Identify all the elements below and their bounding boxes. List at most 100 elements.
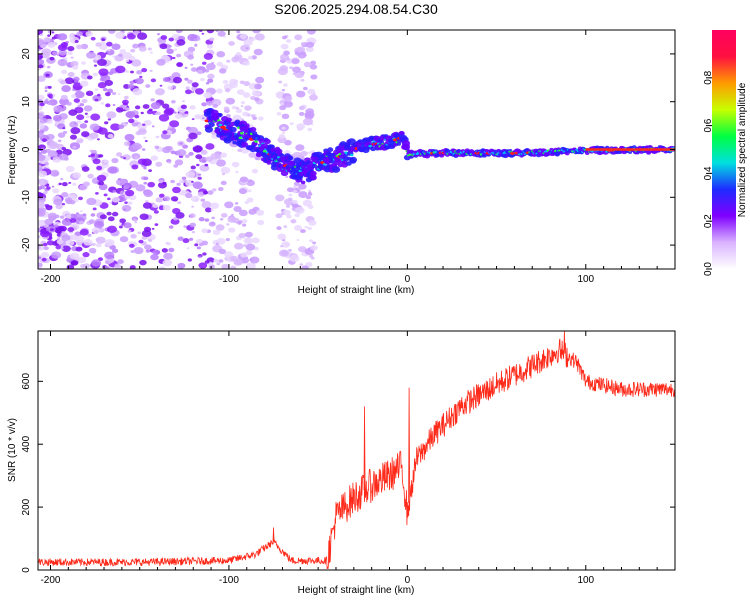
- spectrogram-speckle: [159, 180, 164, 184]
- spectrogram-speckle: [49, 228, 54, 231]
- spectrogram-speckle: [43, 100, 49, 104]
- spectrogram-speckle: [97, 81, 107, 89]
- spectrogram-speckle: [201, 201, 212, 209]
- spectrogram-speckle: [231, 56, 240, 63]
- spectrogram-speckle: [300, 229, 306, 234]
- spectrogram-speckle: [139, 213, 149, 221]
- spectrogram-ridge: [401, 140, 411, 147]
- spectrogram-speckle: [111, 211, 119, 217]
- spectrogram-speckle: [222, 80, 229, 85]
- spectrogram-speckle: [49, 141, 55, 146]
- spectrogram-speckle: [75, 212, 80, 215]
- spectrogram-speckle: [226, 114, 231, 118]
- spectrogram-speckle: [85, 90, 94, 96]
- spectrogram-speckle: [254, 97, 260, 102]
- spectrogram-speckle: [67, 45, 75, 52]
- spectrogram-speckle: [153, 210, 159, 214]
- spectrogram-speckle: [89, 132, 99, 139]
- spectrogram-speckle: [185, 89, 192, 95]
- spectrogram-speckle: [111, 43, 121, 51]
- spectrogram-speckle: [106, 225, 117, 234]
- spectrogram-speckle: [70, 60, 79, 67]
- spectrogram-speckle: [107, 197, 111, 201]
- snr-ylabel: SNR (10 * v/v): [7, 418, 18, 482]
- spectrogram-speckle: [294, 34, 303, 41]
- spectrogram-speckle: [60, 247, 64, 250]
- spectrogram-ridge-core: [238, 136, 243, 140]
- spectrogram-speckle: [201, 228, 208, 234]
- spectrogram-speckle: [168, 247, 175, 253]
- spectrogram-speckle: [210, 202, 220, 209]
- spectrogram-speckle: [62, 127, 66, 130]
- spectrogram-speckle: [38, 64, 44, 69]
- spectrogram-speckle: [253, 48, 263, 56]
- spectrogram-speckle: [211, 188, 217, 192]
- spectrogram-speckle: [85, 31, 93, 37]
- spectrogram-speckle: [150, 254, 159, 261]
- spectrogram-speckle: [130, 250, 135, 253]
- spectrogram-speckle: [41, 44, 47, 49]
- spectrogram-speckle: [252, 116, 257, 120]
- spectrogram-speckle: [281, 241, 291, 248]
- x-tick-label: -200: [40, 575, 60, 586]
- spectrogram-speckle: [114, 263, 122, 269]
- spectrogram-speckle: [96, 138, 100, 141]
- spectrogram-speckle: [246, 179, 255, 187]
- spectrogram-speckle: [206, 63, 216, 71]
- spectrogram-speckle: [122, 102, 128, 106]
- spectrogram-speckle: [162, 130, 168, 135]
- spectrogram-speckle: [247, 55, 253, 60]
- spectrogram-speckle: [244, 231, 253, 238]
- spectrogram-speckle: [100, 102, 105, 105]
- spectrogram-speckle: [95, 242, 102, 248]
- spectrogram-speckle: [107, 166, 118, 174]
- spectrogram-speckle: [136, 70, 143, 75]
- spectrogram-speckle: [76, 120, 81, 124]
- colorbar-tick-label: 0.6: [703, 118, 714, 132]
- spectrogram-speckle: [245, 47, 249, 50]
- spectrogram-speckle: [61, 181, 68, 187]
- spectrogram-speckle: [231, 161, 240, 168]
- spectrogram-speckle: [92, 72, 98, 77]
- spectrogram-speckle: [143, 181, 148, 185]
- x-tick-label: -100: [219, 274, 239, 285]
- spectrogram-speckle: [118, 107, 124, 111]
- spectrogram-speckle: [245, 238, 251, 243]
- spectrogram-speckle: [132, 218, 137, 222]
- spectrogram-speckle: [174, 159, 184, 166]
- spectrogram-speckle: [249, 256, 260, 264]
- spectrogram-speckle: [109, 244, 116, 250]
- spectrogram-ridge: [229, 126, 237, 133]
- spectrogram-speckle: [197, 173, 202, 176]
- snr-panel: -200 -100 0 100 0 200 400 600 Height of straigh…: [7, 330, 676, 596]
- spectrogram-speckle: [69, 252, 80, 260]
- spectrogram-speckle: [163, 196, 171, 202]
- spectrogram-speckle: [155, 161, 163, 167]
- spectrogram-speckle: [72, 65, 79, 70]
- y-tick-label: 0: [21, 146, 32, 152]
- spectrogram-speckle: [301, 265, 309, 269]
- spectrogram-speckle: [212, 229, 221, 235]
- spectrogram-speckle: [69, 213, 77, 220]
- spectrogram-ridge-core: [218, 123, 223, 127]
- spectrogram-speckle: [43, 180, 49, 184]
- spectrogram-speckle: [105, 103, 111, 108]
- spectrogram-speckle: [51, 251, 62, 259]
- spectrogram-speckle: [155, 197, 164, 203]
- spectrogram-speckle: [38, 48, 41, 52]
- spectrogram-speckle: [149, 51, 153, 54]
- spectrogram-speckle: [164, 107, 175, 115]
- spectrogram-speckle: [39, 230, 50, 238]
- spectrogram-speckle: [192, 181, 203, 189]
- spectrogram-speckle: [220, 152, 228, 158]
- spectrogram-speckle: [69, 36, 80, 44]
- spectrogram-speckle: [203, 92, 213, 99]
- spectrogram-speckle: [180, 104, 187, 110]
- spectrogram-speckle: [38, 94, 45, 101]
- spectrogram-ridge: [245, 123, 250, 128]
- snr-axes: -200 -100 0 100 0 200 400 600: [21, 331, 676, 586]
- spectrogram-speckle: [158, 114, 170, 122]
- spectrogram-speckle: [143, 119, 152, 126]
- spectrogram-speckle: [185, 86, 190, 90]
- spectrogram-speckle: [130, 48, 136, 53]
